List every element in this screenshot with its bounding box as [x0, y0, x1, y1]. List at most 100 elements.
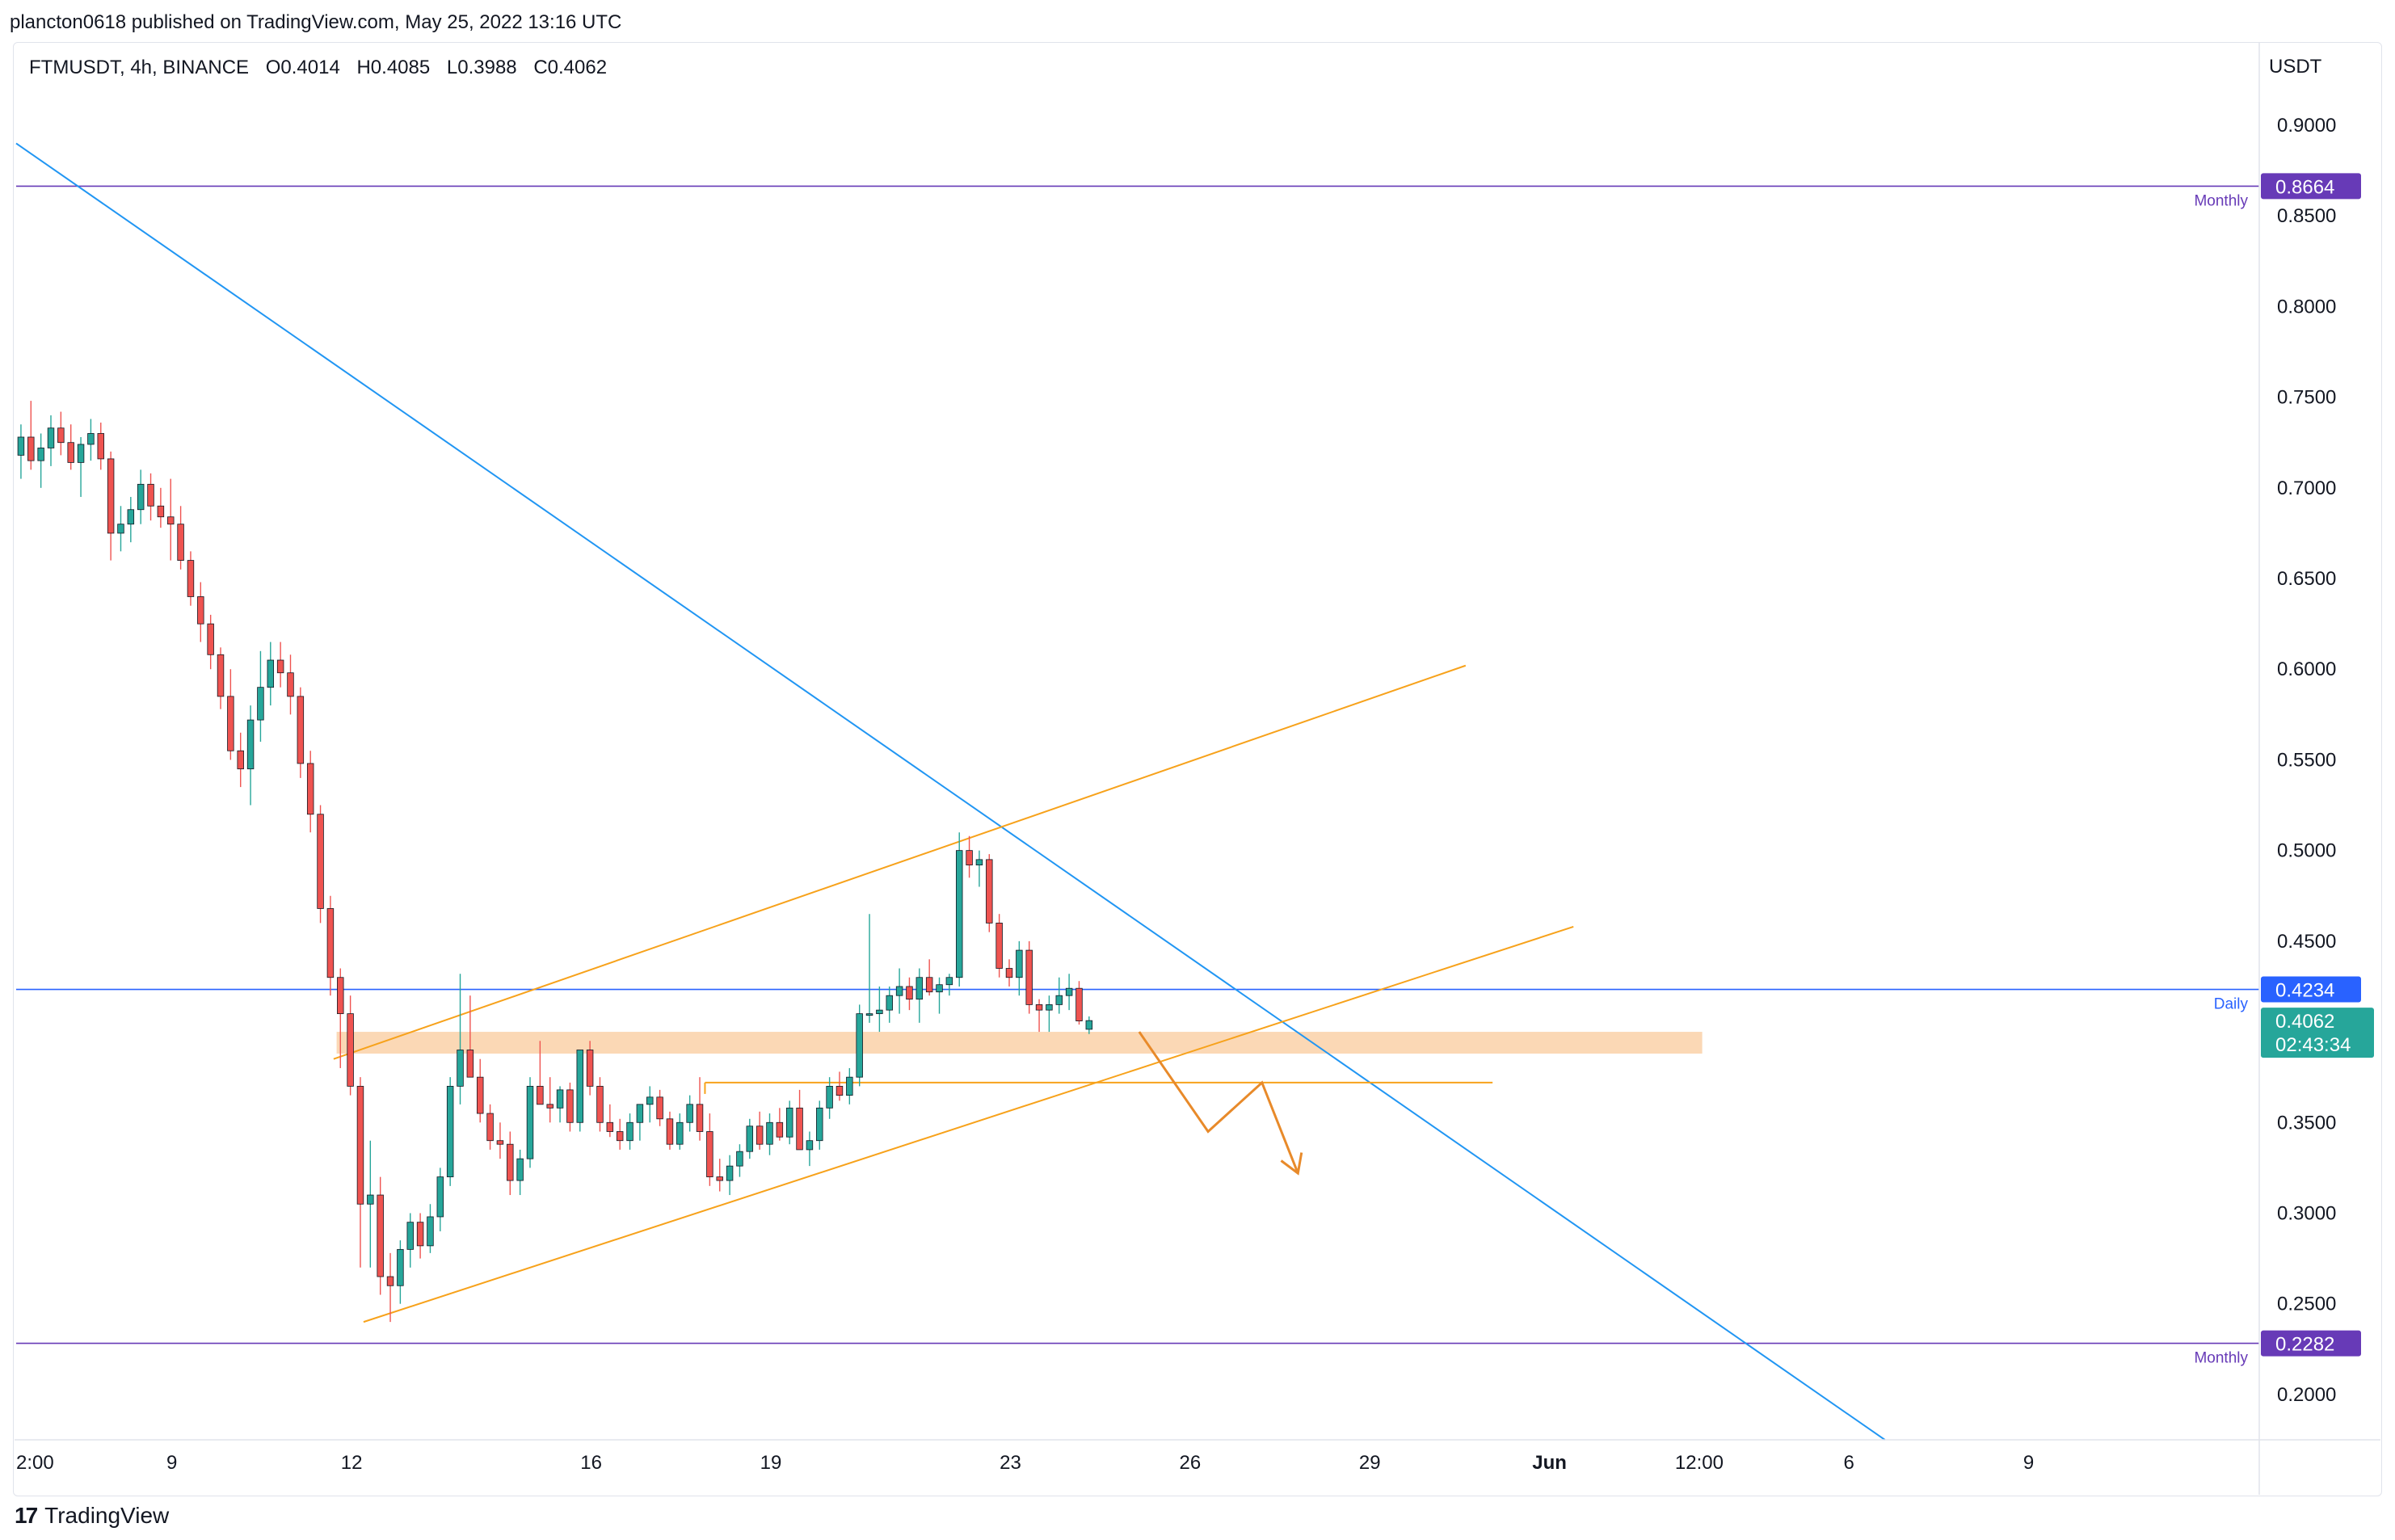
candle — [416, 1213, 424, 1259]
candle-body — [326, 908, 335, 978]
candle-body — [507, 1143, 514, 1181]
candle-body — [187, 560, 195, 597]
candle-body — [127, 509, 135, 525]
candle — [666, 1111, 674, 1150]
candle — [915, 968, 924, 1023]
candle-body — [706, 1131, 713, 1177]
y-tick-label: 0.8000 — [2277, 296, 2336, 318]
candle — [686, 1095, 693, 1132]
candle-body — [167, 516, 175, 525]
candle — [746, 1118, 754, 1159]
projection-layer — [1138, 1031, 1303, 1176]
candle — [785, 1100, 793, 1145]
candle-body — [1085, 1020, 1093, 1030]
candle-body — [276, 659, 284, 674]
legend-symbol: FTMUSDT, 4h, BINANCE — [29, 57, 250, 78]
candle-body — [306, 763, 314, 815]
candle-body — [117, 524, 124, 534]
candle — [386, 1252, 394, 1323]
candle-body — [975, 859, 983, 866]
candle — [237, 732, 244, 788]
candle-body — [227, 696, 234, 751]
trendlines-layer — [15, 142, 1886, 1441]
candle-body — [237, 750, 244, 770]
x-tick-label: 2:00 — [16, 1452, 54, 1474]
candle — [317, 805, 324, 924]
candle-body — [317, 814, 324, 909]
candle-body — [806, 1140, 814, 1151]
candle-body — [766, 1121, 773, 1145]
candle-body — [785, 1107, 793, 1138]
candle — [27, 401, 35, 470]
candle-body — [457, 1050, 464, 1087]
candle — [706, 1113, 713, 1186]
time-axis: 2:00 9 12 16 19 23 26 29 Jun 12:00 6 9 — [15, 1439, 2380, 1474]
candle — [77, 436, 85, 498]
candle — [507, 1131, 514, 1196]
brand-footer[interactable]: 17 TradingView — [15, 1503, 169, 1529]
candle-body — [945, 977, 953, 986]
candle — [995, 914, 1003, 978]
candle-body — [576, 1050, 583, 1123]
candle — [466, 995, 474, 1078]
descending-trendline — [15, 142, 1886, 1441]
candle — [306, 751, 314, 833]
candle — [766, 1113, 773, 1155]
candle — [496, 1122, 504, 1159]
candle — [716, 1159, 723, 1192]
candle — [806, 1131, 814, 1167]
candle-body — [246, 719, 255, 770]
level-price-label: 0.4234 — [2275, 980, 2334, 1002]
candle — [676, 1113, 684, 1150]
candle-body — [476, 1076, 484, 1114]
candle-body — [17, 436, 25, 456]
candle-body — [137, 483, 145, 511]
candle — [427, 1204, 434, 1253]
candle — [616, 1118, 624, 1150]
candle — [826, 1077, 833, 1119]
candle-body — [646, 1096, 654, 1105]
candle — [886, 986, 893, 1023]
candle-body — [876, 1009, 883, 1015]
candle — [1025, 940, 1033, 1014]
candle — [347, 995, 354, 1096]
candle-body — [596, 1085, 604, 1123]
candle — [516, 1149, 524, 1196]
y-tick-label: 0.4500 — [2277, 931, 2336, 953]
candle-body — [287, 672, 294, 697]
candle-body — [796, 1107, 803, 1151]
candle-body — [966, 850, 973, 866]
candle — [486, 1104, 494, 1150]
y-tick-label: 0.3500 — [2277, 1112, 2336, 1134]
candle-body — [406, 1222, 414, 1250]
candle — [566, 1082, 574, 1132]
candle — [1035, 999, 1043, 1033]
candle — [406, 1213, 414, 1268]
candle-body — [936, 984, 943, 993]
candle-body — [656, 1096, 663, 1120]
candle-body — [77, 444, 85, 463]
candle-body — [337, 977, 344, 1015]
tradingview-logo-icon: 17 — [15, 1503, 38, 1528]
candle-body — [915, 977, 924, 1000]
projection-arrowhead — [1280, 1152, 1303, 1176]
candle — [1065, 974, 1073, 1011]
candle — [756, 1111, 764, 1150]
candle-body — [177, 524, 184, 561]
candle-body — [566, 1089, 574, 1123]
candle-body — [1025, 949, 1033, 1005]
level-name-monthly: Monthly — [2194, 192, 2248, 209]
candle-body — [27, 436, 35, 461]
x-tick-label: 16 — [580, 1452, 602, 1474]
last-price-badge — [2261, 1008, 2374, 1058]
candle-body — [466, 1050, 474, 1078]
candle — [397, 1240, 404, 1304]
candle — [636, 1104, 644, 1141]
candle-body — [676, 1121, 684, 1145]
published-header: plancton0618 published on TradingView.co… — [10, 11, 622, 33]
candle — [37, 433, 44, 488]
chart-panel — [13, 42, 2382, 1496]
candle — [246, 705, 255, 806]
